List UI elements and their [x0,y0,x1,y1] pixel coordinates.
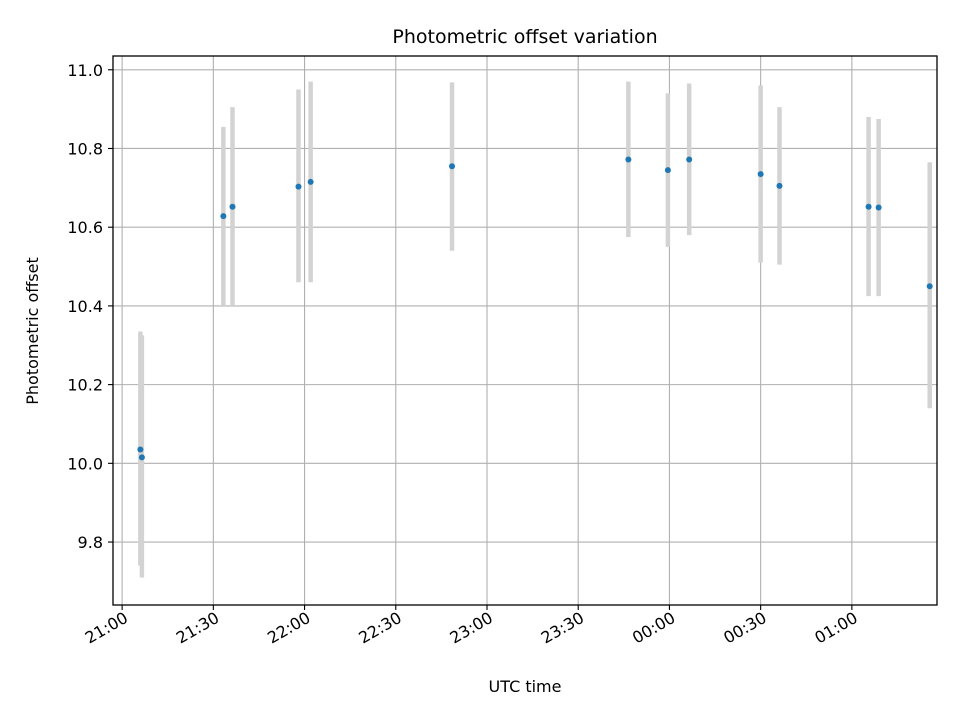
y-tick-label: 10.2 [67,376,103,395]
chart-title: Photometric offset variation [392,26,657,48]
plot-frame [112,55,938,606]
data-point [307,178,314,185]
data-point [138,454,145,461]
data-point [776,182,783,189]
data-point [295,183,302,190]
y-tick-label: 11.0 [67,61,103,80]
data-points [137,156,933,461]
y-axis-title: Photometric offset [23,257,42,405]
data-point [625,156,632,163]
y-tick-label: 10.0 [67,454,103,473]
data-point [229,203,236,210]
x-axis-title: UTC time [489,677,562,696]
data-point [664,167,671,174]
data-point [449,163,456,170]
y-tick-label: 9.8 [78,533,103,552]
data-point [865,203,872,210]
y-tick-label: 10.4 [67,297,103,316]
y-axis-ticks: 9.8 10.0 10.2 10.4 10.6 10.8 11.0 [67,61,113,552]
data-point [220,213,227,220]
data-point [926,283,933,290]
y-tick-label: 10.6 [67,218,103,237]
data-point [875,204,882,211]
y-tick-label: 10.8 [67,139,103,158]
data-point [686,156,693,163]
data-point [757,171,764,178]
data-point [137,446,144,453]
